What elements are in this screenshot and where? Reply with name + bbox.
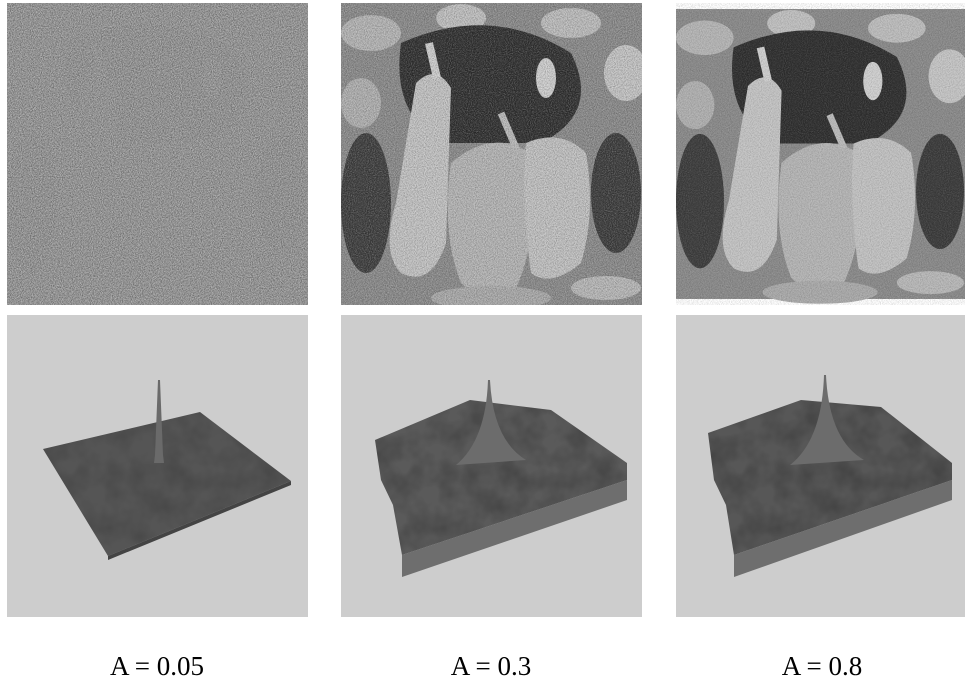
surface-plot xyxy=(341,315,642,617)
figure: A = 0.05 A = 0.3 A = 0.8 xyxy=(0,0,965,687)
caption: A = 0.8 xyxy=(782,651,863,681)
surface-plot xyxy=(7,315,308,617)
surface-plot xyxy=(676,315,965,617)
noisy-image xyxy=(7,3,314,310)
caption: A = 0.3 xyxy=(451,651,532,681)
caption: A = 0.05 xyxy=(110,651,204,681)
noisy-image xyxy=(341,3,648,310)
noisy-image xyxy=(676,3,965,305)
